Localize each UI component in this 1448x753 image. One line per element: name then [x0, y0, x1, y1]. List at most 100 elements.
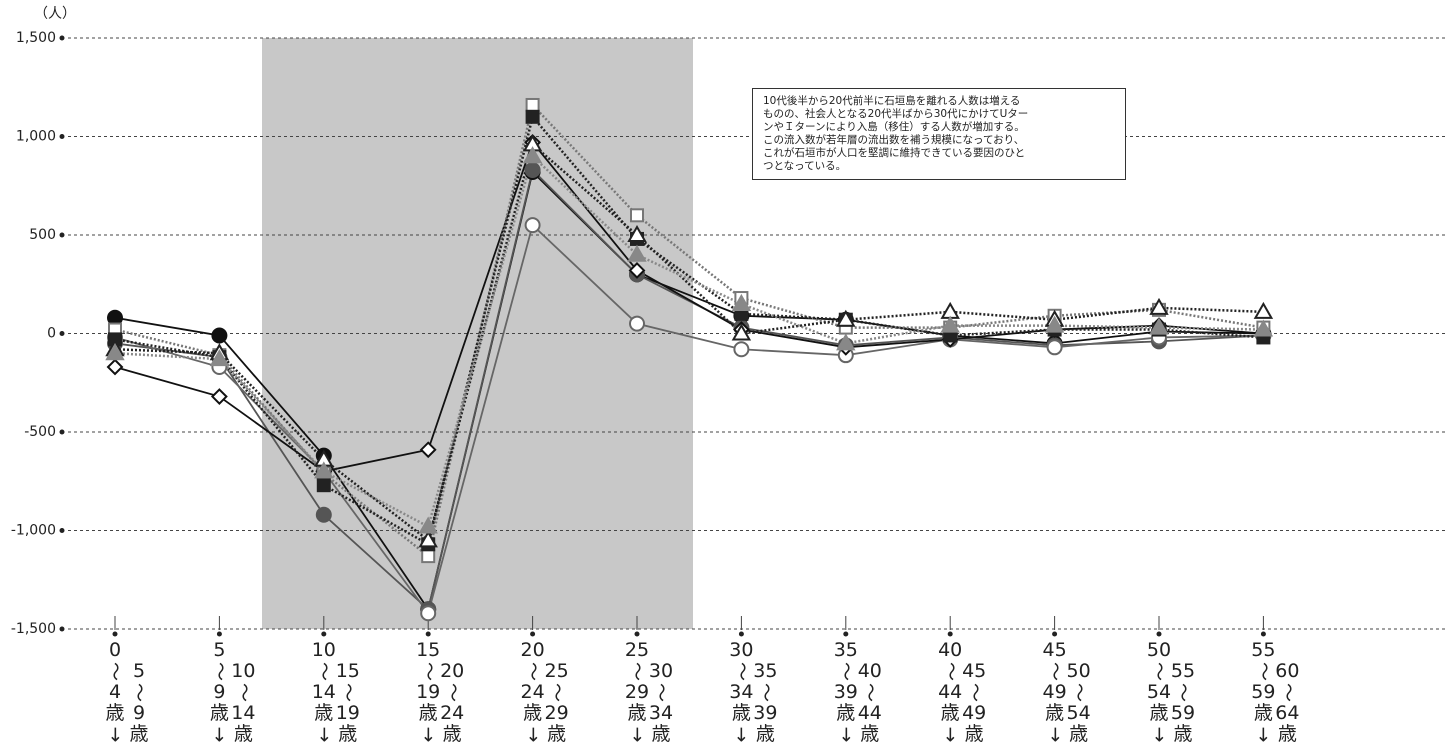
x-label-box: 40～44歳→ 45～49歳: [938, 640, 987, 745]
marker: [522, 146, 543, 164]
marker: [315, 506, 332, 523]
x-label-box: 20～24歳→ 25～29歳: [520, 640, 569, 745]
x-label-box: 30～34歳→ 35～39歳: [729, 640, 778, 745]
marker: [836, 333, 856, 351]
x-label-box: 45～49歳→ 50～54歳: [1042, 640, 1091, 745]
y-tick-dot: [59, 232, 65, 238]
marker: [630, 208, 644, 223]
marker: [106, 358, 124, 376]
y-tick-dot: [59, 134, 65, 139]
marker: [836, 309, 856, 327]
marker: [420, 605, 437, 622]
marker: [1149, 297, 1169, 315]
marker: [1149, 317, 1169, 335]
x-tick-label: 0 ～ 4 歳 → 5 ～ 9 歳: [104, 640, 151, 745]
x-tick-label: 20 ～ 24 歳 → 25 ～ 29 歳: [520, 640, 569, 745]
series-line: [114, 170, 1264, 612]
marker: [1253, 319, 1274, 337]
x-tick-label: 45 ～ 49 歳 → 50 ～ 54 歳: [1042, 640, 1091, 745]
x-tick-dot: [425, 631, 431, 637]
marker: [1046, 339, 1063, 356]
x-tick-dot: [112, 631, 118, 637]
x-tick-dot: [216, 631, 222, 637]
marker: [419, 441, 437, 459]
x-tick-dot: [1260, 631, 1266, 637]
x-label-box: 25～29歳→ 30～34歳: [625, 640, 674, 745]
y-tick-label: -500: [24, 424, 56, 440]
x-label-box: 0～4歳→ 5～9歳: [104, 640, 151, 745]
annotation-box: 10代後半から20代前半に石垣島を離れる人数は増えるものの、社会人となる20代半…: [752, 88, 1126, 180]
annotation-line: これが石垣市が人口を堅調に維持できている要因のひと: [763, 147, 1026, 159]
x-label-box: 35～39歳→ 40～44歳: [834, 640, 882, 745]
marker: [210, 388, 228, 405]
marker: [525, 109, 540, 124]
x-tick-dot: [1052, 631, 1058, 637]
marker: [418, 516, 438, 534]
y-tick-label: 1,500: [16, 30, 56, 46]
x-tick-dot: [321, 631, 327, 637]
marker: [733, 341, 750, 358]
series-line: [114, 153, 1264, 529]
y-tick-dot: [59, 35, 65, 41]
annotation-line: 10代後半から20代前半に石垣島を離れる人数は増える: [763, 95, 1021, 107]
y-tick-dot: [59, 528, 65, 533]
annotation: 10代後半から20代前半に石垣島を離れる人数は増える ものの、社会人となる20代半…: [752, 88, 1126, 180]
annotation-line: ンやＩターンにより入島（移住）する人数が増加する。: [763, 121, 1025, 133]
y-tick-label: 500: [29, 227, 56, 243]
marker: [105, 343, 125, 361]
x-tick-label: 55 ～ 59 歳 → 60 ～ 64 歳: [1251, 640, 1300, 745]
x-tick-label: 30 ～ 34 歳 → 35 ～ 39 歳: [729, 640, 778, 745]
marker: [314, 461, 334, 479]
x-tick-dot: [530, 631, 536, 637]
x-label-box: 10～14歳→ 15～19歳: [311, 640, 360, 745]
y-tick-dot: [59, 331, 65, 336]
marker: [627, 244, 647, 262]
x-tick-dot: [634, 631, 640, 637]
marker: [627, 224, 647, 242]
x-tick-label: 50 ～ 54 歳 → 55 ～ 59 歳: [1147, 640, 1196, 745]
y-unit: （人）: [34, 6, 76, 22]
marker: [211, 327, 228, 344]
y-tick-dot: [59, 429, 65, 435]
marker: [1044, 315, 1065, 333]
y-tick-label: 1,000: [16, 129, 56, 145]
x-tick-dot: [738, 631, 744, 637]
y-tick-label: -1,000: [11, 523, 56, 539]
series-line: [114, 142, 1264, 543]
marker: [524, 217, 541, 234]
x-label-box: 15～19歳→ 20～24歳: [416, 640, 465, 745]
marker: [209, 349, 230, 367]
annotation-line: ものの、社会人となる20代半ばから30代にかけてUター: [763, 108, 1029, 120]
x-tick-label: 5 ～ 9 歳 → 10 ～ 14 歳: [208, 640, 256, 745]
x-tick-dot: [1156, 631, 1162, 637]
annotation-line: つとなっている。: [763, 160, 847, 172]
y-tick-dot: [59, 626, 65, 632]
marker: [1253, 301, 1274, 319]
x-label-box: 55～59歳→ 60～64歳: [1251, 640, 1300, 745]
marker: [418, 530, 438, 548]
marker: [525, 97, 540, 112]
x-label-box: 5～9歳→ 10～14歳: [208, 640, 256, 745]
marker: [731, 293, 752, 311]
marker: [629, 315, 645, 332]
series-line: [114, 114, 1264, 547]
marker: [628, 262, 646, 279]
x-tick-label: 25 ～ 29 歳 → 30 ～ 34 歳: [625, 640, 674, 745]
marker: [316, 478, 331, 493]
x-tick-label: 15 ～ 19 歳 → 20 ～ 24 歳: [416, 640, 465, 745]
x-label-box: 50～54歳→ 55～59歳: [1147, 640, 1196, 745]
y-tick-label: 0: [47, 326, 56, 342]
x-tick-label: 10 ～ 14 歳 → 15 ～ 19 歳: [311, 640, 360, 745]
marker: [421, 549, 436, 564]
series-line: [114, 102, 1264, 559]
marker: [731, 323, 752, 341]
marker: [524, 161, 541, 178]
x-tick-dot: [843, 631, 849, 637]
marker: [940, 315, 960, 333]
annotation-line: この流入数が若年層の流出数を補う規模になっており、: [763, 134, 1025, 146]
y-tick-label: -1,500: [11, 621, 56, 637]
x-tick-label: 40 ～ 44 歳 → 45 ～ 49 歳: [938, 640, 987, 745]
x-tick-dot: [947, 631, 953, 637]
